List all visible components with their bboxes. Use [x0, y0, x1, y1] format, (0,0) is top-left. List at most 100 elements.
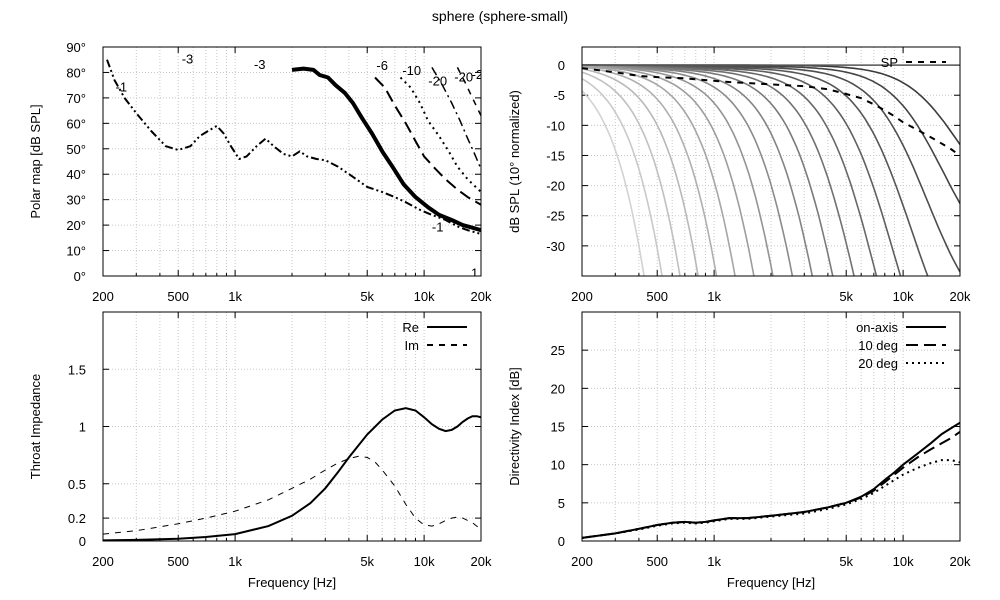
x-tick-label: 5k: [839, 289, 853, 304]
grid-lines: [582, 312, 960, 541]
plot-frame: [102, 311, 482, 542]
angle-curve-150deg: [582, 68, 699, 276]
plot-area: -1-3 -3-11-6 -10-20 -20-20: [106, 52, 491, 280]
legend-label: SP: [881, 55, 898, 70]
contour-label: -20: [454, 70, 473, 85]
contour-line: [106, 59, 481, 235]
y-tick-label: 0: [558, 534, 565, 549]
x-tick-label: 500: [646, 554, 668, 569]
y-tick-label: 10: [551, 458, 565, 473]
angle-curve-130deg: [582, 65, 736, 276]
x-tick-label: 10k: [414, 554, 435, 569]
x-tick-label: 20k: [471, 554, 492, 569]
plot-area: [103, 407, 481, 541]
directivity-index-panel: 200 500 1k 5k 10k 20k 0 5 10 15 20 25 Directivity In…: [507, 311, 971, 590]
normalized-spl-panel: 200 500 1k 5k 10k 20k 0 -5 -10 -15 -20 -25 -30 dB SPL…: [507, 46, 971, 304]
series-line-im: [103, 455, 481, 535]
y-tick-label: 20°: [66, 218, 86, 233]
y-tick-label: 40°: [66, 167, 86, 182]
x-tick-label: 20k: [471, 289, 492, 304]
x-tick-label: 10k: [893, 289, 914, 304]
x-tick-label: 1k: [228, 289, 242, 304]
y-tick-label: -30: [546, 239, 565, 254]
y-tick-label: 0.5: [68, 477, 86, 492]
contour-label: -6: [376, 58, 388, 73]
angle-curve-90deg: [582, 64, 814, 276]
plot-frame: [581, 311, 961, 542]
contour-line: [456, 67, 481, 117]
plot-frame: [102, 46, 482, 277]
y-tick-label: -5: [553, 88, 565, 103]
contour-label: -20: [428, 73, 447, 88]
y-tick-label: 0.2: [68, 511, 86, 526]
page-title: sphere (sphere-small): [431, 8, 569, 24]
x-tick-label: 1k: [707, 289, 721, 304]
legend-label: 10 deg: [858, 338, 898, 353]
y-tick-label: 1: [79, 420, 86, 435]
contour-label: -3: [182, 52, 194, 67]
plot-area: [582, 421, 960, 539]
x-tick-label: 5k: [360, 554, 374, 569]
y-tick-label: -10: [546, 118, 565, 133]
legend-label: Im: [405, 338, 419, 353]
grid-lines: [103, 312, 481, 541]
x-tick-label: 10k: [893, 554, 914, 569]
x-tick-label: 1k: [707, 554, 721, 569]
series-line-sp: [582, 67, 960, 157]
y-axis-label: Directivity Index [dB]: [507, 367, 522, 486]
x-tick-label: 10k: [414, 289, 435, 304]
grid-lines: [103, 47, 481, 276]
y-tick-label: 70°: [66, 91, 86, 106]
y-tick-label: 30°: [66, 193, 86, 208]
y-tick-label: 90°: [66, 40, 86, 55]
y-tick-label: 50°: [66, 142, 86, 157]
contour-label: -10: [402, 63, 421, 78]
x-tick-label: 20k: [950, 289, 971, 304]
angle-curve-140deg: [582, 66, 718, 276]
x-tick-label: 200: [92, 289, 114, 304]
y-axis-label: Throat Impedance: [28, 374, 43, 480]
legend-label: Re: [402, 320, 419, 335]
angle-curve-120deg: [582, 64, 755, 276]
contour-line: [291, 66, 481, 233]
y-tick-label: 0: [558, 58, 565, 73]
y-tick-label: -25: [546, 209, 565, 224]
angle-curve-family: [582, 64, 960, 276]
contour-line: [374, 76, 481, 206]
angle-curve-100deg: [582, 64, 794, 276]
x-tick-label: 200: [571, 289, 593, 304]
angle-curve-110deg: [582, 64, 774, 276]
legend-label: 20 deg: [858, 356, 898, 371]
plot-frame: [581, 46, 961, 277]
y-axis-label: Polar map [dB SPL]: [28, 104, 43, 218]
angle-curve-170deg: [582, 78, 663, 276]
contour-label: 1: [471, 265, 478, 280]
y-tick-label: 0: [79, 534, 86, 549]
x-tick-label: 500: [646, 289, 668, 304]
series-line-re: [103, 407, 481, 541]
y-tick-label: -15: [546, 148, 565, 163]
contour-label: -20: [472, 67, 491, 82]
x-tick-label: 200: [92, 554, 114, 569]
y-tick-label: 5: [558, 496, 565, 511]
y-tick-label: 20: [551, 381, 565, 396]
throat-impedance-panel: 200 500 1k 5k 10k 20k 0 0.2 0.5 1 1.5 Throat Impeda…: [28, 311, 492, 590]
x-tick-label: 5k: [360, 289, 374, 304]
y-tick-label: 80°: [66, 65, 86, 80]
y-tick-label: 0°: [74, 269, 86, 284]
contour-label: -1: [116, 80, 128, 95]
x-tick-label: 200: [571, 554, 593, 569]
x-tick-label: 500: [167, 554, 189, 569]
angle-curve-160deg: [582, 71, 681, 276]
x-axis-label: Frequency [Hz]: [248, 575, 336, 590]
x-tick-label: 5k: [839, 554, 853, 569]
x-axis-label: Frequency [Hz]: [727, 575, 815, 590]
series-line-20-deg: [582, 459, 960, 539]
contour-label: -3: [254, 57, 266, 72]
y-tick-label: 10°: [66, 244, 86, 259]
x-tick-label: 1k: [228, 554, 242, 569]
contour-line: [431, 67, 481, 170]
y-tick-label: 25: [551, 343, 565, 358]
x-tick-label: 20k: [950, 554, 971, 569]
